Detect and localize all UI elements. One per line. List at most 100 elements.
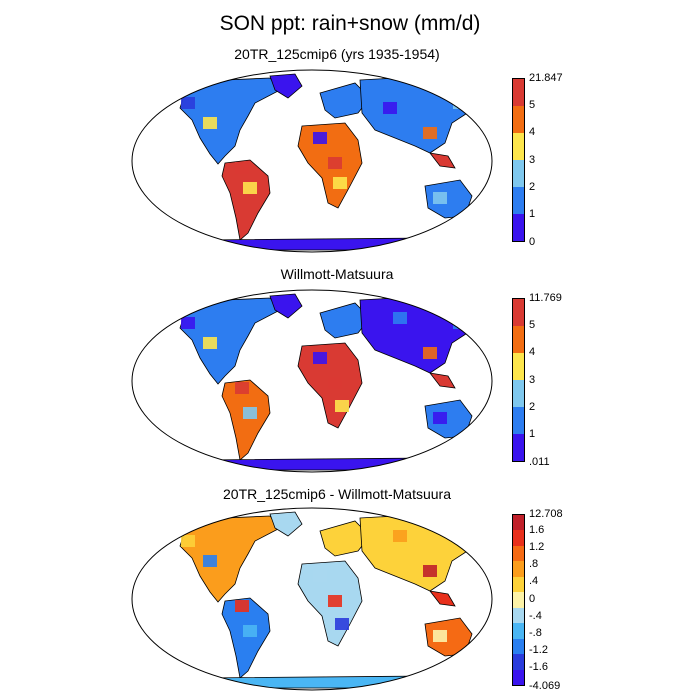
colorbar-label: 1.2	[529, 541, 545, 553]
map-outline	[131, 289, 493, 473]
field-patch	[243, 625, 257, 637]
continent-australia	[424, 179, 473, 219]
colorbar-swatch	[513, 654, 524, 670]
colorbar-label: 1	[529, 208, 536, 220]
field-patch	[313, 352, 327, 364]
continent-samerica	[221, 379, 271, 461]
colorbar-swatch	[513, 299, 524, 326]
field-patch	[313, 132, 327, 144]
colorbar-swatch	[513, 576, 524, 593]
colorbar-observations-boxes	[512, 298, 525, 462]
colorbar-swatch	[513, 669, 524, 685]
colorbar-swatch	[513, 407, 524, 434]
continent-namerica	[179, 77, 281, 165]
map-observations	[131, 289, 493, 473]
colorbar-label: 1	[529, 428, 536, 440]
field-patch	[243, 182, 257, 194]
colorbar-label: 0	[529, 236, 536, 248]
continent-antarctica	[199, 675, 431, 689]
colorbar-label: 1.6	[529, 524, 545, 536]
field-patch	[433, 412, 447, 424]
colorbar-label: .011	[529, 456, 550, 468]
continent-antarctica	[199, 237, 431, 251]
colorbar-label: 3	[529, 374, 536, 386]
colorbar-swatch	[513, 545, 524, 562]
field-patch	[453, 97, 467, 109]
continent-samerica	[221, 159, 271, 241]
continent-namerica	[179, 515, 281, 603]
continent-seasia	[429, 152, 456, 169]
field-patch	[203, 117, 217, 129]
field-patch	[423, 347, 437, 359]
field-patch	[393, 530, 407, 542]
colorbar-label: 12.708	[529, 508, 563, 520]
continent-greenland	[269, 293, 303, 319]
colorbar-label: -.4	[529, 610, 542, 622]
field-patch	[453, 317, 467, 329]
colorbar-swatch	[513, 434, 524, 461]
map-model	[131, 69, 493, 253]
panel-title-observations: Willmott-Matsuura	[280, 266, 394, 282]
colorbar-difference-boxes	[512, 514, 525, 686]
colorbar-label: 5	[529, 319, 536, 331]
panel-title-difference: 20TR_125cmip6 - Willmott-Matsuura	[223, 486, 451, 502]
colorbar-swatch	[513, 353, 524, 380]
continent-europe	[319, 82, 371, 119]
colorbar-swatch	[513, 530, 524, 546]
colorbar-label: 5	[529, 99, 536, 111]
colorbar-label: 2	[529, 401, 536, 413]
field-patch	[203, 337, 217, 349]
continent-australia	[424, 399, 473, 439]
colorbar-label: 3	[529, 154, 536, 166]
field-patch	[333, 177, 347, 189]
colorbar-label: 0	[529, 593, 536, 605]
colorbar-swatch	[513, 106, 524, 133]
field-patch	[243, 407, 257, 419]
panel-title-model: 20TR_125cmip6 (yrs 1935-1954)	[234, 46, 440, 62]
field-patch	[433, 192, 447, 204]
colorbar-label: -1.6	[529, 661, 548, 673]
field-patch	[235, 162, 249, 174]
field-patch	[393, 312, 407, 324]
continent-namerica	[179, 297, 281, 385]
continent-greenland	[269, 511, 303, 537]
field-patch	[453, 535, 467, 547]
field-patch	[423, 127, 437, 139]
field-patch	[383, 102, 397, 114]
field-patch	[181, 97, 195, 109]
colorbar-label: -4.069	[529, 680, 561, 692]
field-patch	[328, 157, 342, 169]
continent-greenland	[269, 73, 303, 99]
colorbar-swatch	[513, 326, 524, 353]
colorbar-swatch	[513, 607, 524, 624]
continent-samerica	[221, 597, 271, 679]
field-patch	[235, 600, 249, 612]
colorbar-label: 11.769	[529, 292, 562, 304]
colorbar-swatch	[513, 638, 524, 655]
colorbar-swatch	[513, 214, 524, 241]
colorbar-swatch	[513, 561, 524, 577]
colorbar-swatch	[513, 380, 524, 407]
field-patch	[335, 400, 349, 412]
colorbar-label: 4	[529, 346, 536, 358]
colorbar-label: 2	[529, 181, 536, 193]
colorbar-swatch	[513, 515, 524, 531]
colorbar-label: .8	[529, 558, 539, 570]
field-patch	[235, 382, 249, 394]
colorbar-swatch	[513, 623, 524, 639]
map-difference	[131, 507, 493, 691]
continent-seasia	[429, 590, 456, 607]
field-patch	[181, 535, 195, 547]
colorbar-model-boxes	[512, 78, 525, 242]
colorbar-swatch	[513, 79, 524, 106]
colorbar-swatch	[513, 160, 524, 187]
colorbar-label: 21.847	[529, 72, 563, 84]
continent-europe	[319, 520, 371, 557]
field-patch	[433, 630, 447, 642]
continent-antarctica	[199, 457, 431, 471]
field-patch	[328, 595, 342, 607]
colorbar-label: .4	[529, 575, 539, 587]
field-patch	[203, 555, 217, 567]
field-patch	[328, 377, 342, 389]
field-patch	[423, 565, 437, 577]
